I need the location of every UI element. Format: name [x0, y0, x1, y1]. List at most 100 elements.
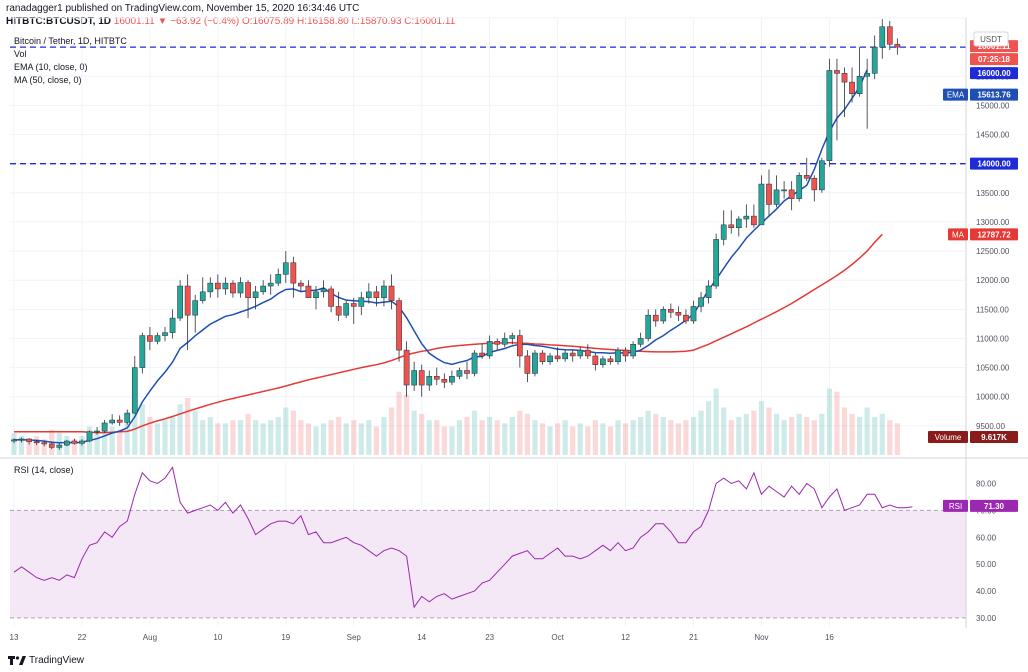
candle-body [41, 442, 48, 445]
candle-body [426, 376, 433, 386]
candle-body [26, 438, 32, 442]
candle-body [517, 335, 523, 357]
rsi-tick-label: 30.00 [976, 614, 997, 623]
currency-button[interactable]: USDT [973, 31, 1009, 47]
candle-body [819, 160, 825, 191]
candle-body [532, 352, 538, 374]
volume-bar [419, 413, 425, 455]
candle [350, 297, 357, 324]
volume-bar [366, 420, 372, 455]
volume-bar [675, 423, 681, 455]
volume-bar [532, 420, 538, 455]
candle-body [871, 46, 878, 74]
candle-body [441, 379, 448, 383]
price-tick-label: 13500.00 [976, 189, 1010, 198]
candle-body [864, 73, 870, 77]
time-tick-label: 22 [77, 633, 86, 642]
volume-bar [479, 420, 485, 455]
candle-body [698, 297, 704, 307]
candle [879, 19, 886, 59]
price-tick-label: 15000.00 [976, 101, 1010, 110]
volume-bar [320, 423, 327, 455]
candle-body [320, 288, 327, 293]
candle-body [252, 291, 259, 298]
volume-bar [404, 394, 410, 455]
time-tick-label: 10 [213, 633, 222, 642]
candle-body [705, 285, 712, 298]
time-axis: 13 22 Aug 10 19 Sep 14 23 Oct 12 21 Nov 16 [10, 633, 835, 642]
volume-bar [804, 417, 810, 455]
candle [690, 300, 697, 324]
volume-tag-label-box [928, 431, 968, 443]
rsi-tag-value: 71.30 [984, 502, 1005, 511]
candle [758, 175, 765, 226]
candle-body [298, 282, 304, 287]
horizontal-levels [10, 46, 966, 619]
candle [162, 326, 168, 342]
volume-bar [132, 394, 138, 455]
candle [358, 291, 365, 316]
candle [449, 370, 455, 386]
volume-bar [230, 420, 236, 455]
candle [766, 169, 772, 217]
candle-body [622, 349, 629, 357]
ema-tag-value: 15613.76 [977, 91, 1011, 100]
candle [751, 204, 757, 228]
candle-body [290, 262, 297, 284]
candle-body [494, 341, 501, 345]
candle [282, 251, 289, 284]
rsi-tick-label: 40.00 [976, 587, 997, 596]
ma-tag-box [970, 228, 1018, 241]
candle [781, 181, 787, 199]
candle-body [396, 300, 402, 351]
candle [554, 347, 561, 362]
volume-bar [313, 426, 319, 455]
volume-bar [305, 423, 312, 455]
last-price: 16001.11 [113, 16, 155, 27]
candle [532, 350, 538, 377]
candle-body [139, 335, 146, 368]
candle-body [305, 285, 312, 298]
candle [645, 309, 652, 342]
candle-body [154, 335, 161, 342]
volume-bar [721, 407, 727, 455]
candle [215, 274, 221, 298]
candle [494, 338, 501, 351]
candle-body [547, 355, 553, 363]
volume-bar [18, 436, 25, 455]
candle [433, 367, 440, 386]
candle [381, 280, 387, 307]
candle-body [735, 218, 742, 229]
candle-body [313, 291, 319, 298]
candle [230, 280, 236, 298]
legend-ma: MA (50, close, 0) [14, 75, 82, 85]
level-14000-tag-box [970, 157, 1018, 170]
candle [600, 355, 606, 368]
volume-bar [683, 420, 689, 455]
candle [841, 67, 848, 118]
candle [698, 291, 704, 313]
price-tick-label: 12000.00 [976, 276, 1010, 285]
volume-bar [147, 417, 153, 455]
candle [373, 286, 380, 307]
volume-bar [773, 413, 780, 455]
candle-body [630, 344, 636, 357]
candle [116, 415, 123, 426]
volume-bar [373, 426, 379, 455]
candle [48, 441, 55, 450]
time-tick-label: 16 [825, 633, 834, 642]
candle-body [615, 349, 621, 363]
volume-bar [592, 420, 598, 455]
volume-bar [154, 423, 161, 455]
candle-body [554, 355, 561, 360]
volume-bar [879, 413, 885, 455]
volume-bar [260, 423, 266, 455]
volume-bar [275, 417, 281, 455]
candle [509, 332, 516, 345]
volume-bar [887, 420, 893, 455]
candle-body [388, 285, 395, 301]
volume-bar [253, 420, 259, 455]
candle-body [237, 282, 244, 294]
volume-bar [351, 420, 357, 455]
